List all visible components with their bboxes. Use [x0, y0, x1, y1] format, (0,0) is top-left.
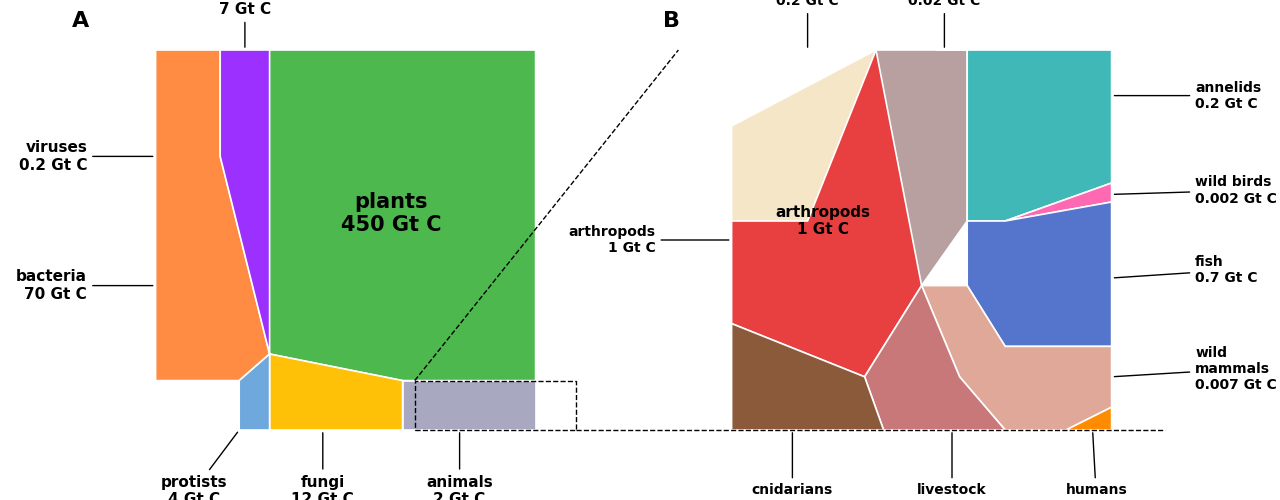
- Text: wild birds
0.002 Gt C: wild birds 0.002 Gt C: [1115, 176, 1277, 206]
- Polygon shape: [1066, 407, 1111, 430]
- Text: animals
2 Gt C: animals 2 Gt C: [426, 433, 493, 500]
- Polygon shape: [156, 50, 270, 380]
- Text: plants
450 Gt C: plants 450 Gt C: [340, 192, 442, 235]
- Text: protists
4 Gt C: protists 4 Gt C: [160, 432, 238, 500]
- Polygon shape: [968, 202, 1111, 346]
- Text: B: B: [663, 11, 680, 31]
- Text: cnidarians
0.1 Gt C: cnidarians 0.1 Gt C: [751, 433, 833, 500]
- Polygon shape: [937, 50, 1111, 221]
- Polygon shape: [220, 50, 535, 380]
- Polygon shape: [220, 50, 270, 354]
- Polygon shape: [864, 286, 1005, 430]
- Text: annelids
0.2 Gt C: annelids 0.2 Gt C: [1115, 80, 1261, 110]
- Text: fungi
12 Gt C: fungi 12 Gt C: [292, 433, 355, 500]
- Text: bacteria
70 Gt C: bacteria 70 Gt C: [17, 270, 152, 302]
- Text: arthropods
1 Gt C: arthropods 1 Gt C: [568, 225, 728, 255]
- Polygon shape: [732, 50, 876, 221]
- Polygon shape: [876, 50, 968, 286]
- Text: nematodes
0.02 Gt C: nematodes 0.02 Gt C: [901, 0, 988, 47]
- Text: molluscs
0.2 Gt C: molluscs 0.2 Gt C: [773, 0, 841, 47]
- Text: livestock
0.1 Gt C: livestock 0.1 Gt C: [918, 433, 987, 500]
- Polygon shape: [239, 354, 270, 430]
- Text: arthropods
1 Gt C: arthropods 1 Gt C: [776, 205, 870, 237]
- Polygon shape: [732, 324, 883, 430]
- Text: fish
0.7 Gt C: fish 0.7 Gt C: [1115, 256, 1258, 286]
- Text: humans
0.06 Gt C: humans 0.06 Gt C: [1060, 433, 1133, 500]
- Text: wild
mammals
0.007 Gt C: wild mammals 0.007 Gt C: [1115, 346, 1277, 393]
- Polygon shape: [403, 380, 535, 430]
- Polygon shape: [922, 286, 1111, 430]
- Polygon shape: [1005, 183, 1111, 221]
- Polygon shape: [270, 354, 403, 430]
- Text: viruses
0.2 Gt C: viruses 0.2 Gt C: [19, 140, 152, 172]
- Text: A: A: [72, 11, 90, 31]
- Polygon shape: [732, 50, 968, 377]
- Text: archaea
7 Gt C: archaea 7 Gt C: [210, 0, 279, 47]
